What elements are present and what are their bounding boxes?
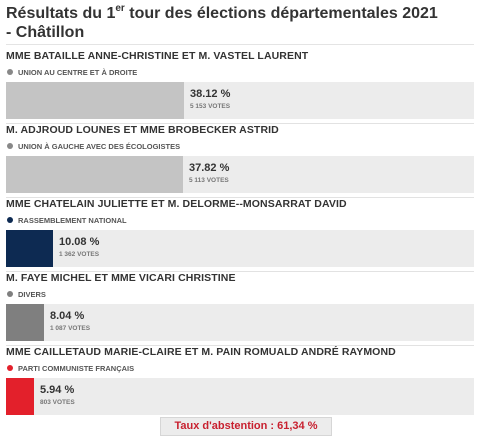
candidate-block: MME CAILLETAUD MARIE-CLAIRE ET M. PAIN R…: [6, 345, 474, 415]
votes-label: 1 362 VOTES: [59, 251, 100, 258]
candidate-name: M. FAYE MICHEL ET MME VICARI CHRISTINE: [6, 272, 236, 284]
candidate-block: M. ADJROUD LOUNES ET MME BROBECKER ASTRI…: [6, 123, 474, 198]
candidate-block: MME CHATELAIN JULIETTE ET M. DELORME--MO…: [6, 197, 474, 272]
party-name: DIVERS: [18, 290, 46, 299]
votes-label: 1 087 VOTES: [50, 325, 91, 332]
title-suffix: tour des élections départementales 2021: [124, 5, 438, 22]
party-name: RASSEMBLEMENT NATIONAL: [18, 216, 127, 225]
party-color-dot: [7, 217, 13, 223]
party-label: DIVERS: [6, 288, 474, 301]
bar-values: 37.82 % 5 113 VOTES: [189, 162, 229, 186]
bar-values: 38.12 % 5 153 VOTES: [190, 88, 230, 112]
party-name: UNION AU CENTRE ET À DROITE: [18, 68, 138, 77]
party-color-dot: [7, 143, 13, 149]
percent-label: 8.04 %: [50, 310, 85, 322]
bar-values: 8.04 % 1 087 VOTES: [50, 310, 90, 334]
party-label: RASSEMBLEMENT NATIONAL: [6, 214, 474, 227]
title-prefix: Résultats du 1: [6, 5, 116, 22]
candidate-name: MME CAILLETAUD MARIE-CLAIRE ET M. PAIN R…: [6, 346, 396, 358]
party-color-dot: [7, 69, 13, 75]
percent-label: 10.08 %: [59, 236, 100, 248]
votes-label: 5 113 VOTES: [189, 177, 229, 184]
percent-label: 37.82 %: [189, 162, 230, 174]
percent-label: 5.94 %: [40, 384, 75, 396]
party-label: PARTI COMMUNISTE FRANÇAIS: [6, 362, 474, 375]
result-bar: [6, 378, 34, 415]
row-divider: [6, 271, 474, 272]
title-commune: - Châtillon: [6, 24, 85, 41]
candidate-block: MME BATAILLE ANNE-CHRISTINE ET M. VASTEL…: [6, 49, 474, 124]
result-bar: [6, 230, 53, 267]
bar-track: 10.08 % 1 362 VOTES: [6, 230, 474, 267]
page-title: Résultats du 1er tour des élections dépa…: [6, 2, 474, 42]
party-color-dot: [7, 365, 13, 371]
party-name: UNION À GAUCHE AVEC DES ÉCOLOGISTES: [18, 142, 181, 151]
bar-track: 38.12 % 5 153 VOTES: [6, 82, 474, 119]
bar-track: 37.82 % 5 113 VOTES: [6, 156, 474, 193]
title-divider: [6, 44, 474, 45]
percent-label: 38.12 %: [190, 88, 231, 100]
result-bar: [6, 156, 183, 193]
bar-values: 5.94 % 803 VOTES: [40, 384, 75, 408]
party-name: PARTI COMMUNISTE FRANÇAIS: [18, 364, 135, 373]
candidate-name: M. ADJROUD LOUNES ET MME BROBECKER ASTRI…: [6, 124, 279, 136]
candidate-name: MME BATAILLE ANNE-CHRISTINE ET M. VASTEL…: [6, 50, 309, 62]
party-label: UNION AU CENTRE ET À DROITE: [6, 66, 474, 79]
row-divider: [6, 123, 474, 124]
party-label: UNION À GAUCHE AVEC DES ÉCOLOGISTES: [6, 140, 474, 153]
candidate-name: MME CHATELAIN JULIETTE ET M. DELORME--MO…: [6, 198, 347, 210]
votes-label: 5 153 VOTES: [190, 103, 231, 110]
bar-values: 10.08 % 1 362 VOTES: [59, 236, 99, 260]
result-bar: [6, 304, 44, 341]
result-bar: [6, 82, 184, 119]
bar-track: 5.94 % 803 VOTES: [6, 378, 474, 415]
row-divider: [6, 345, 474, 346]
party-color-dot: [7, 291, 13, 297]
votes-label: 803 VOTES: [40, 399, 75, 406]
abstention-rate: Taux d'abstention : 61,34 %: [160, 417, 332, 436]
candidate-block: M. FAYE MICHEL ET MME VICARI CHRISTINE DI…: [6, 271, 474, 346]
title-superscript: er: [115, 2, 125, 14]
row-divider: [6, 197, 474, 198]
bar-track: 8.04 % 1 087 VOTES: [6, 304, 474, 341]
